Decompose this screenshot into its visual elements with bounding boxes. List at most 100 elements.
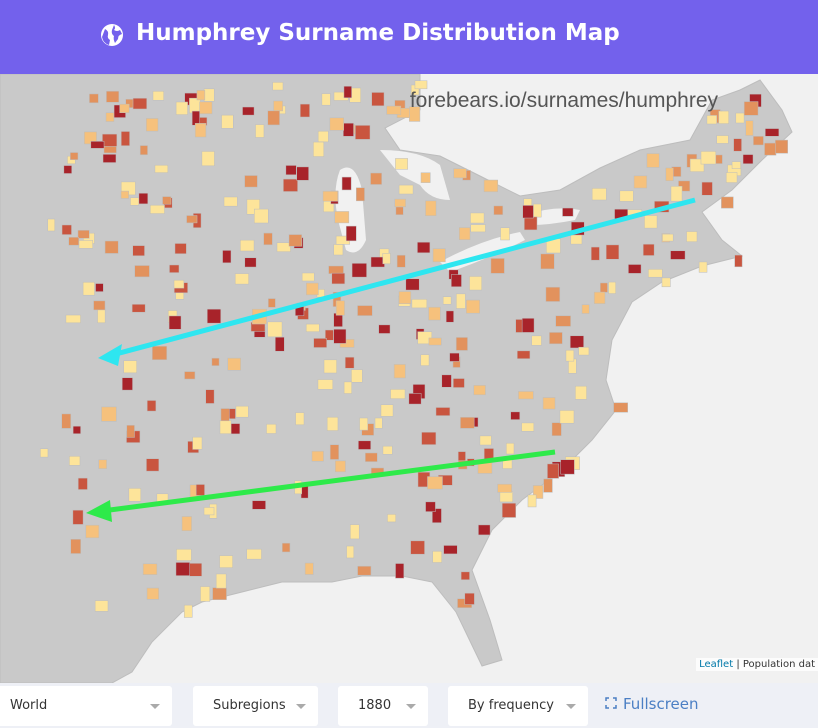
county-shade (311, 450, 324, 462)
county-shade (333, 244, 344, 256)
county-shade (725, 172, 738, 183)
county-shade (244, 175, 258, 188)
county-shade (774, 139, 788, 154)
county-shade (134, 265, 150, 278)
county-shade (395, 563, 405, 579)
county-shade (84, 131, 97, 145)
county-shade (288, 234, 302, 247)
year-select[interactable]: 1880 (338, 686, 428, 726)
county-shade (77, 230, 90, 239)
county-shade (532, 203, 542, 218)
county-shade (591, 188, 607, 201)
county-shade (328, 265, 344, 274)
county-shade (453, 378, 465, 388)
county-shade (325, 329, 334, 341)
county-shade (306, 282, 319, 296)
county-shade (130, 197, 140, 206)
county-shade (435, 407, 451, 416)
county-shade (470, 224, 486, 233)
county-shade (61, 224, 72, 235)
county-shade (420, 354, 430, 366)
county-shade (72, 425, 81, 434)
county-shade (428, 337, 442, 346)
county-shade (102, 154, 117, 163)
region-select[interactable]: World (0, 686, 172, 726)
fullscreen-button[interactable]: Fullscreen (605, 695, 699, 713)
county-shade (146, 587, 159, 600)
county-shade (411, 299, 428, 309)
county-shade (106, 90, 120, 103)
mode-select[interactable]: By frequency (448, 686, 588, 726)
county-shade (220, 408, 230, 422)
county-shade (665, 167, 674, 182)
county-shade (162, 196, 172, 205)
county-shade (154, 164, 169, 173)
mode-value: By frequency (468, 698, 554, 713)
county-shade (490, 258, 505, 274)
county-shade (142, 563, 158, 575)
county-shade (346, 545, 355, 559)
county-shade (428, 306, 441, 321)
county-shade (175, 562, 190, 576)
county-shade (101, 406, 117, 422)
county-shade (215, 573, 227, 589)
county-shade (181, 516, 192, 532)
map[interactable]: forebears.io/surnames/humphrey (0, 74, 818, 683)
county-shade (77, 477, 88, 490)
attribution-text: | Population dat (736, 659, 815, 670)
county-shade (506, 442, 515, 455)
county-shade (281, 542, 291, 553)
county-shade (396, 254, 406, 268)
county-shade (459, 227, 471, 240)
county-shade (105, 112, 115, 122)
county-shade (524, 216, 538, 231)
county-shade (662, 233, 674, 242)
county-shade (343, 381, 352, 394)
county-shade (483, 179, 499, 193)
county-shade (350, 524, 360, 540)
county-shade (323, 359, 337, 374)
county-shade (85, 524, 100, 539)
county-shade (283, 178, 298, 192)
county-shade (139, 145, 148, 156)
county-shade (104, 240, 119, 254)
county-shade (700, 151, 717, 165)
county-shade (714, 154, 723, 164)
county-shade (296, 166, 309, 181)
county-shade (345, 225, 357, 242)
county-shade (545, 286, 561, 302)
county-shade (355, 125, 371, 140)
county-shade (742, 154, 754, 164)
county-shade (370, 256, 385, 268)
county-shade (254, 208, 269, 224)
leaflet-link[interactable]: Leaflet (699, 659, 734, 670)
county-shade (78, 240, 93, 249)
county-shade (333, 328, 347, 344)
county-shade (374, 417, 383, 429)
county-shade (61, 413, 72, 429)
county-shade (590, 246, 600, 261)
county-shade (234, 273, 249, 285)
county-shade (733, 138, 742, 152)
county-shade (581, 304, 590, 314)
county-shade (263, 232, 273, 246)
county-shade (365, 452, 378, 462)
county-shade (578, 346, 590, 356)
county-shade (201, 151, 215, 167)
county-shade (242, 106, 255, 116)
county-shade (698, 261, 708, 273)
county-shade (648, 269, 663, 278)
county-shade (121, 377, 133, 391)
county-shade (72, 509, 84, 525)
attribution: Leaflet | Population dat (696, 658, 818, 671)
county-shade (500, 227, 510, 241)
level-select[interactable]: Subregions (193, 686, 318, 726)
county-shade (176, 548, 192, 561)
county-shade (370, 172, 382, 185)
county-shade (203, 507, 215, 516)
county-shade (138, 192, 149, 205)
watermark: forebears.io/surnames/humphrey (410, 89, 719, 112)
county-shade (593, 291, 606, 304)
county-shade (473, 385, 486, 396)
